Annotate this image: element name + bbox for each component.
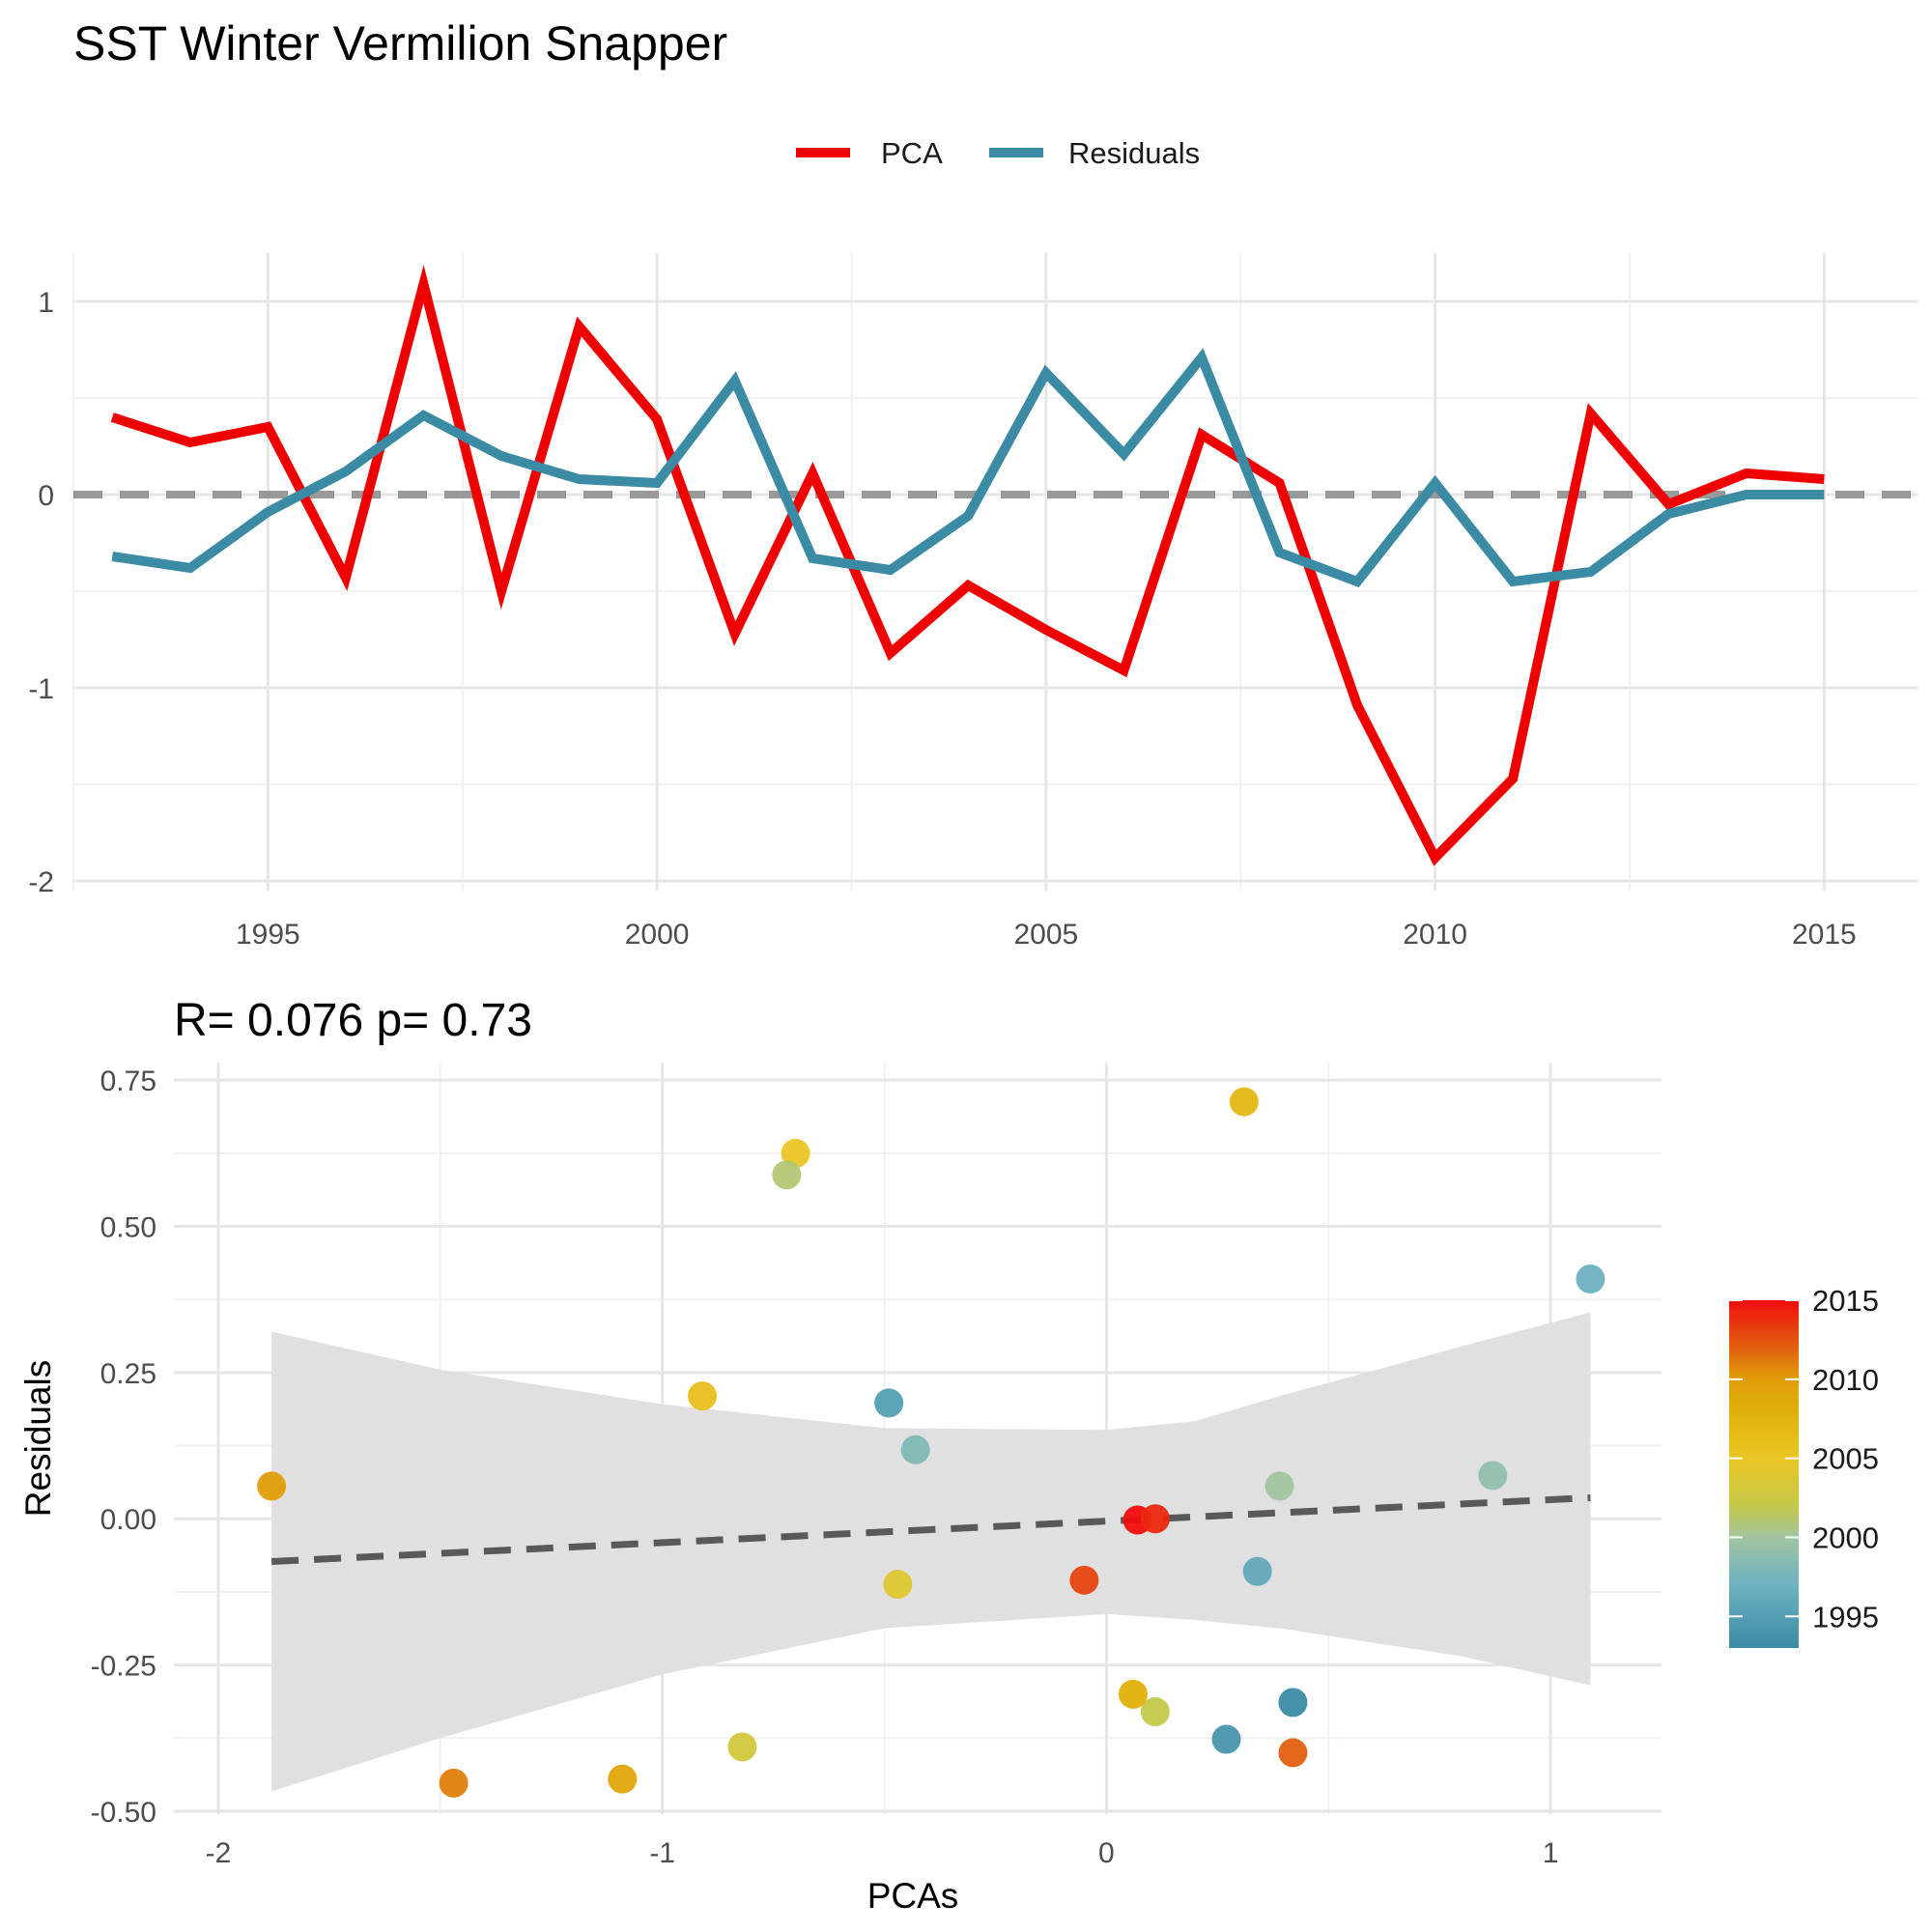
y-tick-label: 0.00	[100, 1504, 156, 1536]
scatter-point	[608, 1764, 638, 1794]
scatter-point	[1478, 1461, 1508, 1491]
x-tick-label: -2	[206, 1837, 232, 1869]
scatter-point	[1069, 1565, 1099, 1595]
regression-fit-line	[270, 1493, 1591, 1565]
series-line-pca	[110, 265, 1825, 867]
colorbar-label: 2000	[1812, 1520, 1879, 1554]
y-tick-label: 1	[38, 287, 54, 319]
scatter-point	[1211, 1724, 1241, 1754]
scatter-point	[1278, 1738, 1308, 1768]
scatter-point	[1278, 1688, 1308, 1718]
scatter-point	[1576, 1264, 1605, 1294]
scatter-point	[772, 1160, 802, 1190]
x-tick-label: 2015	[1792, 919, 1857, 951]
y-tick-label: -1	[28, 673, 54, 705]
legend-label-residuals: Residuals	[1068, 136, 1200, 170]
scatter-point	[688, 1381, 718, 1411]
x-tick-label: 2005	[1013, 919, 1078, 951]
colorbar-bar	[1729, 1300, 1799, 1648]
x-tick-label: 1	[1543, 1837, 1559, 1869]
scatter-point	[900, 1435, 930, 1464]
colorbar-label: 2005	[1812, 1442, 1879, 1476]
x-tick-label: 0	[1098, 1837, 1115, 1869]
page-title: SST Winter Vermilion Snapper	[73, 16, 728, 71]
scatter-point	[1264, 1471, 1294, 1501]
colorbar-label: 2010	[1812, 1363, 1879, 1397]
line-chart-panel: 1995 2000 2005 2010 2015 -2 -1 0 1	[28, 253, 1918, 951]
x-axis-title: PCAs	[867, 1876, 959, 1916]
y-tick-label: 0.25	[100, 1358, 156, 1390]
x-tick-label: 2010	[1403, 919, 1467, 951]
scatter-point	[727, 1732, 757, 1762]
scatter-title: R= 0.076 p= 0.73	[174, 995, 532, 1046]
scatter-point	[1140, 1697, 1170, 1727]
scatter-point	[1229, 1087, 1259, 1117]
legend-label-pca: PCA	[881, 136, 943, 170]
y-tick-label: 0.50	[100, 1212, 156, 1244]
series-line-residuals	[111, 348, 1825, 587]
y-tick-label: 0.75	[100, 1065, 156, 1097]
y-tick-label: 0	[38, 480, 54, 512]
y-tick-label: -0.50	[91, 1797, 156, 1829]
legend-top: PCA Residuals	[796, 136, 1200, 170]
y-tick-label: -2	[28, 867, 54, 898]
scatter-point	[257, 1471, 287, 1501]
scatter-point	[1118, 1679, 1148, 1709]
y-tick-label: -0.25	[91, 1651, 156, 1683]
scatter-chart-panel: R= 0.076 p= 0.73 -2 -1 0 1 -0.50 -0.25 0.00 0.25…	[18, 995, 1662, 1916]
scatter-point	[1242, 1556, 1272, 1586]
scatter-point	[883, 1570, 913, 1600]
y-axis-title: Residuals	[18, 1360, 58, 1517]
scatter-point	[1140, 1504, 1170, 1534]
colorbar-label: 2015	[1812, 1284, 1879, 1318]
scatter-point	[439, 1768, 469, 1798]
x-tick-label: -1	[649, 1837, 675, 1869]
colorbar-legend: 2015 2010 2005 2000 1995	[1729, 1284, 1879, 1648]
x-tick-label: 2000	[625, 919, 690, 951]
scatter-point	[874, 1388, 904, 1418]
colorbar-label: 1995	[1812, 1600, 1879, 1634]
confidence-band	[271, 1312, 1591, 1792]
x-tick-label: 1995	[236, 919, 300, 951]
